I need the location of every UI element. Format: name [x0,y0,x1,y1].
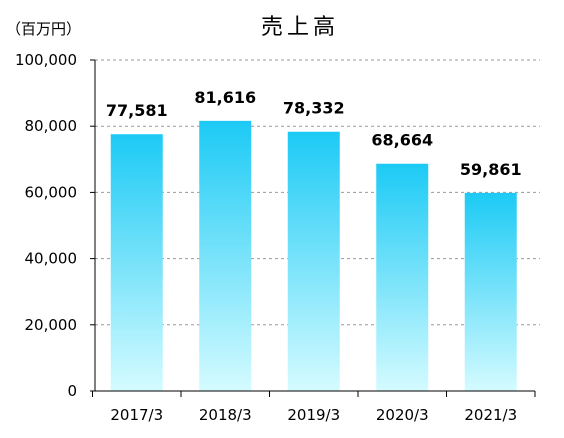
bar-2017-3 [110,134,163,391]
y-tick-label: 20,000 [25,316,78,334]
bars [110,120,517,392]
category-label: 2020/3 [376,406,429,424]
category-label: 2019/3 [287,406,340,424]
value-labels: 77,581 81,616 78,332 68,664 59,861 [106,88,522,179]
chart-title: 売上高 [261,15,339,40]
bar-2021-3 [464,192,517,391]
value-label: 68,664 [371,131,433,150]
value-label: 59,861 [460,160,522,179]
value-label: 78,332 [283,99,345,118]
y-tick-label: 40,000 [25,250,78,268]
value-label: 81,616 [194,88,256,107]
y-tick-label: 100,000 [15,51,77,69]
axes [90,59,536,397]
y-tick-label: 60,000 [25,183,78,201]
value-label: 77,581 [106,101,168,120]
category-label: 2021/3 [464,406,517,424]
y-tick-labels: 0 20,000 40,000 60,000 80,000 100,000 [15,51,77,400]
unit-label: （百万円） [6,20,81,38]
category-label: 2017/3 [110,406,163,424]
y-tick-label: 0 [67,382,77,400]
y-tick-label: 80,000 [25,117,78,135]
bar-2019-3 [287,131,340,392]
category-labels: 2017/3 2018/3 2019/3 2020/3 2021/3 [110,406,517,424]
bar-2018-3 [199,120,252,391]
category-label: 2018/3 [199,406,252,424]
bar-2020-3 [376,163,429,391]
